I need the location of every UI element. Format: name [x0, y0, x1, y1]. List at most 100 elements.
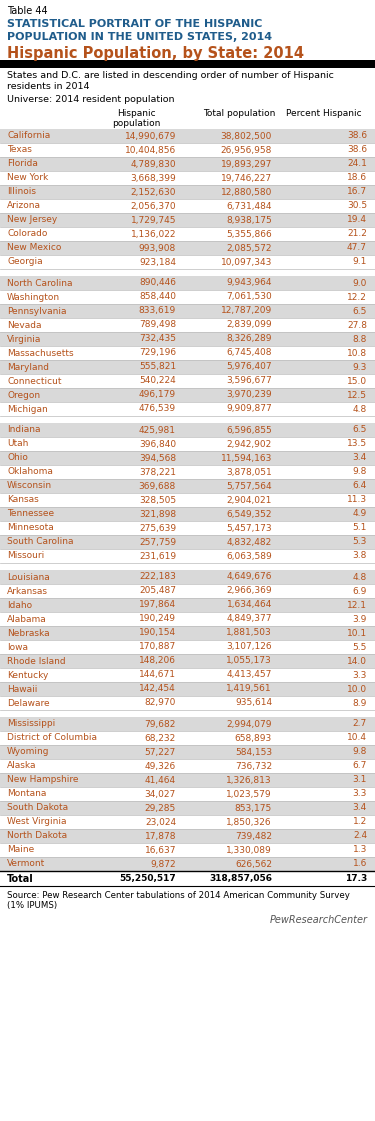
Bar: [0, 143, 375, 157]
Bar: [0, 290, 375, 304]
Text: 3.1: 3.1: [352, 776, 367, 785]
Bar: [0, 521, 375, 535]
Text: Iowa: Iowa: [7, 642, 28, 651]
Text: 49,326: 49,326: [145, 761, 176, 770]
Text: Montana: Montana: [7, 789, 46, 798]
Text: 736,732: 736,732: [235, 761, 272, 770]
Text: 11.3: 11.3: [347, 495, 367, 504]
Text: 923,184: 923,184: [139, 258, 176, 267]
Bar: [0, 856, 375, 871]
Bar: [0, 668, 375, 682]
Text: 6,731,484: 6,731,484: [226, 202, 272, 211]
Text: New York: New York: [7, 174, 48, 183]
Text: 9,872: 9,872: [150, 860, 176, 869]
Text: North Carolina: North Carolina: [7, 278, 72, 287]
Text: Wisconsin: Wisconsin: [7, 482, 52, 491]
Text: 1.2: 1.2: [353, 817, 367, 826]
Text: 190,249: 190,249: [139, 614, 176, 623]
Text: 38.6: 38.6: [347, 146, 367, 155]
Text: 9.8: 9.8: [352, 748, 367, 757]
Text: 7,061,530: 7,061,530: [226, 293, 272, 302]
Bar: [0, 276, 375, 290]
Text: 8.8: 8.8: [352, 334, 367, 343]
Text: Illinois: Illinois: [7, 187, 36, 196]
Bar: [0, 626, 375, 640]
Bar: [0, 465, 375, 479]
Bar: [0, 830, 375, 843]
Text: 540,224: 540,224: [139, 377, 176, 386]
Text: 16,637: 16,637: [144, 845, 176, 854]
Bar: [0, 423, 375, 437]
Text: 17.3: 17.3: [345, 874, 367, 883]
Text: 658,893: 658,893: [235, 733, 272, 742]
Text: 257,759: 257,759: [139, 537, 176, 547]
Text: 1,330,089: 1,330,089: [226, 845, 272, 854]
Text: 890,446: 890,446: [139, 278, 176, 287]
Text: New Mexico: New Mexico: [7, 243, 62, 252]
Text: 1,881,503: 1,881,503: [226, 629, 272, 638]
Text: 12.5: 12.5: [347, 390, 367, 399]
Text: 369,688: 369,688: [139, 482, 176, 491]
Text: 55,250,517: 55,250,517: [119, 874, 176, 883]
Text: West Virginia: West Virginia: [7, 817, 66, 826]
Text: 144,671: 144,671: [139, 670, 176, 679]
Text: 34,027: 34,027: [145, 789, 176, 798]
Bar: [0, 710, 375, 717]
Text: 6.7: 6.7: [352, 761, 367, 770]
Bar: [0, 871, 375, 886]
Text: 231,619: 231,619: [139, 552, 176, 560]
Text: 1,419,561: 1,419,561: [226, 685, 272, 694]
Bar: [0, 226, 375, 241]
Text: 10.4: 10.4: [347, 733, 367, 742]
Text: 170,887: 170,887: [139, 642, 176, 651]
Bar: [0, 241, 375, 254]
Text: 5,976,407: 5,976,407: [226, 362, 272, 371]
Text: 555,821: 555,821: [139, 362, 176, 371]
Text: 3.4: 3.4: [353, 454, 367, 463]
Text: 3.3: 3.3: [352, 789, 367, 798]
Bar: [0, 597, 375, 612]
Text: 38.6: 38.6: [347, 131, 367, 140]
Text: 739,482: 739,482: [235, 832, 272, 841]
Bar: [0, 802, 375, 815]
Text: 2.7: 2.7: [353, 720, 367, 729]
Bar: [0, 200, 375, 213]
Text: 321,898: 321,898: [139, 510, 176, 519]
Text: 6,596,855: 6,596,855: [226, 426, 272, 435]
Bar: [0, 654, 375, 668]
Text: Maine: Maine: [7, 845, 34, 854]
Bar: [0, 318, 375, 332]
Text: 3.8: 3.8: [352, 552, 367, 560]
Text: 1,023,579: 1,023,579: [226, 789, 272, 798]
Text: North Dakota: North Dakota: [7, 832, 67, 841]
Text: Hispanic
population: Hispanic population: [112, 109, 160, 129]
Bar: [0, 416, 375, 423]
Text: Tennessee: Tennessee: [7, 510, 54, 519]
Text: 5.5: 5.5: [352, 642, 367, 651]
Text: 6,745,408: 6,745,408: [226, 349, 272, 358]
Bar: [0, 759, 375, 773]
Text: Hispanic Population, by State: 2014: Hispanic Population, by State: 2014: [7, 46, 304, 61]
Text: 5.1: 5.1: [352, 524, 367, 532]
Text: 4.8: 4.8: [353, 573, 367, 582]
Text: Virginia: Virginia: [7, 334, 41, 343]
Bar: [0, 61, 375, 68]
Text: Total: Total: [7, 873, 34, 883]
Text: Table 44: Table 44: [7, 6, 48, 16]
Text: 12,787,209: 12,787,209: [221, 306, 272, 315]
Text: South Carolina: South Carolina: [7, 537, 74, 547]
Text: 38,802,500: 38,802,500: [220, 131, 272, 140]
Bar: [0, 402, 375, 416]
Bar: [0, 172, 375, 185]
Text: 79,682: 79,682: [145, 720, 176, 729]
Text: Mississippi: Mississippi: [7, 720, 55, 729]
Text: 626,562: 626,562: [235, 860, 272, 869]
Text: 190,154: 190,154: [139, 629, 176, 638]
Text: 41,464: 41,464: [145, 776, 176, 785]
Bar: [0, 332, 375, 346]
Text: Texas: Texas: [7, 146, 32, 155]
Text: Wyoming: Wyoming: [7, 748, 50, 757]
Text: 3.3: 3.3: [352, 670, 367, 679]
Bar: [0, 360, 375, 374]
Text: 4,849,377: 4,849,377: [226, 614, 272, 623]
